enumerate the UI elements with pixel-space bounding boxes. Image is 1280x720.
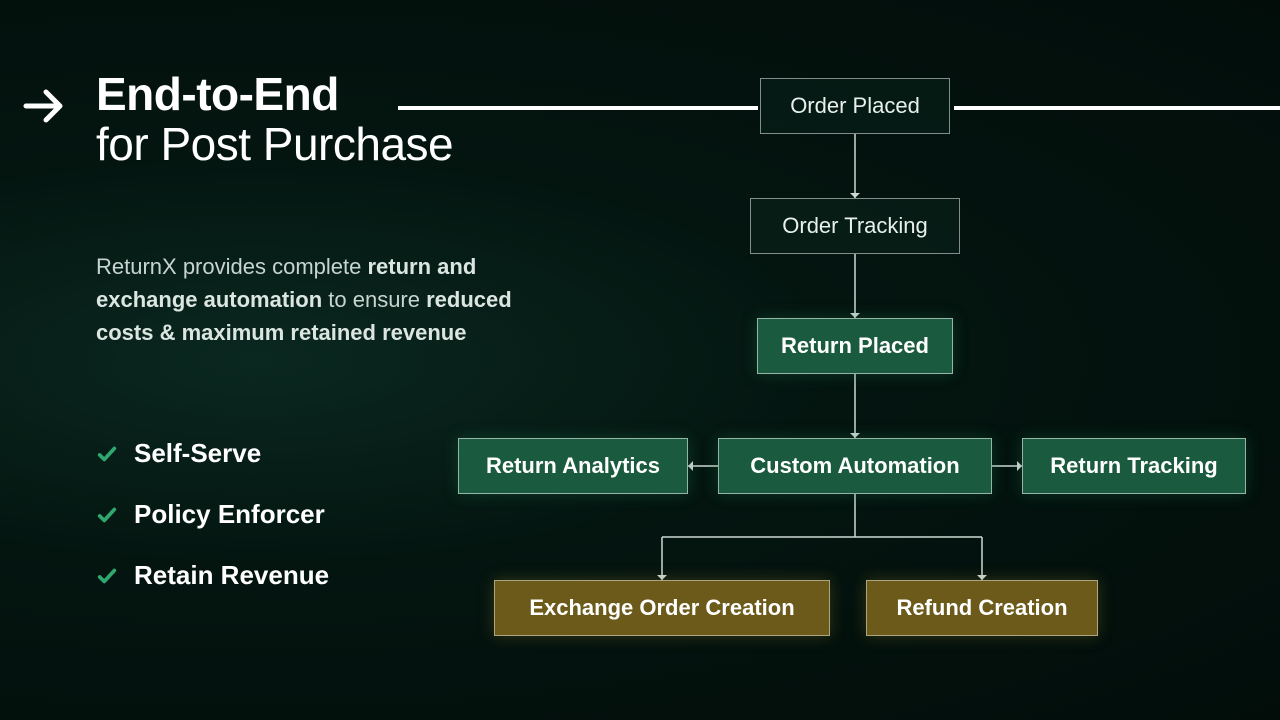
flow-node-order-tracking: Order Tracking (750, 198, 960, 254)
flowchart: Order Placed Order Tracking Return Placed R… (450, 78, 1280, 718)
flow-node-custom-automation: Custom Automation (718, 438, 992, 494)
feature-label: Self-Serve (134, 438, 261, 469)
check-icon (96, 443, 118, 465)
flow-node-return-placed: Return Placed (757, 318, 953, 374)
flow-node-order-placed: Order Placed (760, 78, 950, 134)
feature-label: Policy Enforcer (134, 499, 325, 530)
check-icon (96, 565, 118, 587)
desc-prefix: ReturnX provides complete (96, 254, 367, 279)
feature-list: Self-Serve Policy Enforcer Retain Revenu… (96, 438, 329, 621)
feature-item: Retain Revenue (96, 560, 329, 591)
desc-mid: to ensure (322, 287, 426, 312)
title-line-1: End-to-End (96, 70, 453, 120)
feature-item: Self-Serve (96, 438, 329, 469)
flow-node-exchange-creation: Exchange Order Creation (494, 580, 830, 636)
title-line-2: for Post Purchase (96, 120, 453, 170)
flow-node-return-tracking: Return Tracking (1022, 438, 1246, 494)
feature-item: Policy Enforcer (96, 499, 329, 530)
feature-label: Retain Revenue (134, 560, 329, 591)
flow-node-return-analytics: Return Analytics (458, 438, 688, 494)
title-arrow-icon (20, 82, 68, 130)
check-icon (96, 504, 118, 526)
flow-node-refund-creation: Refund Creation (866, 580, 1098, 636)
page-title: End-to-End for Post Purchase (96, 70, 453, 169)
